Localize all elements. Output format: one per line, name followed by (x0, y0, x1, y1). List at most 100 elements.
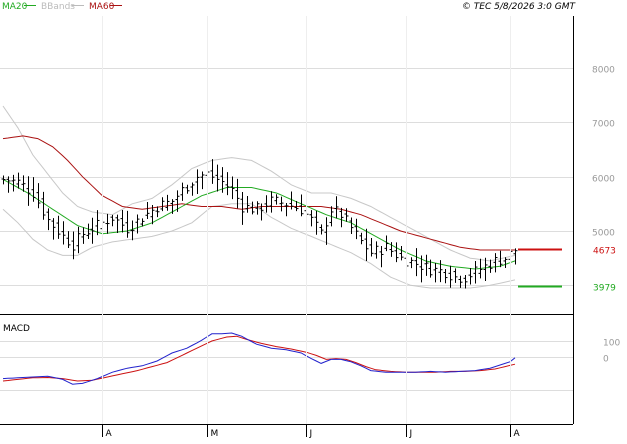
ohlc-bar (339, 207, 344, 228)
ohlc-bar (61, 221, 66, 245)
ohlc-bar (419, 255, 424, 283)
ohlc-bar (488, 259, 493, 273)
ohlc-bar (379, 245, 384, 268)
macd-axis-ticks: 100 0 (603, 339, 620, 365)
ohlc-bar (259, 203, 264, 221)
price-grid (0, 68, 573, 286)
ohlc-bar (498, 250, 503, 268)
ohlc-bar (21, 175, 26, 192)
ohlc-bar (150, 205, 155, 225)
bollinger-lower-band (2, 203, 516, 289)
ohlc-bar (115, 214, 120, 233)
price-tick-label: 8000 (592, 66, 615, 76)
ohlc-bar (279, 196, 284, 212)
ohlc-bar (16, 172, 21, 189)
ohlc-bar (314, 210, 319, 235)
ohlc-bar (424, 254, 429, 276)
ohlc-bar (294, 201, 299, 212)
ohlc-bar (31, 177, 36, 202)
ohlc-bar (66, 231, 71, 249)
ohlc-bar (11, 174, 16, 192)
ohlc-bar (90, 217, 95, 244)
ohlc-bar (503, 257, 508, 269)
ohlc-bar (185, 184, 190, 194)
ohlc-bar (46, 208, 51, 231)
ohlc-bar (165, 194, 170, 211)
x-tick-label: J (309, 429, 313, 439)
x-tick-label: A (106, 429, 113, 439)
x-tick-label: J (409, 429, 413, 439)
level-label-lower: 3979 (593, 284, 616, 294)
ohlc-bar (215, 164, 220, 192)
ohlc-bar (389, 242, 394, 257)
price-axis-ticks: 8000 7000 6000 5000 (592, 66, 615, 239)
ohlc-bar (190, 182, 195, 196)
level-label-ma60: 4673 (593, 247, 616, 257)
ohlc-bar (170, 199, 175, 214)
macd-tick-label: 0 (603, 355, 609, 365)
ohlc-bar (175, 190, 180, 212)
x-tick-label: A (514, 429, 521, 439)
ohlc-bar (1, 175, 6, 185)
ohlc-bar (473, 261, 478, 284)
ohlc-bar (245, 196, 250, 213)
macd-panel: MACD 100 0 (0, 324, 620, 391)
ohlc-bar (230, 176, 235, 200)
ohlc-bar (364, 228, 369, 261)
ohlc-bar (135, 214, 140, 234)
ohlc-bar (6, 176, 11, 193)
ohlc-bar (235, 178, 240, 209)
ohlc-bar (299, 194, 304, 217)
legend-bbands-label: BBands (41, 2, 75, 12)
ohlc-bar (513, 248, 518, 265)
ohlc-bar (240, 192, 245, 225)
ohlc-bar (155, 206, 160, 218)
ohlc-bar (369, 237, 374, 257)
ohlc-bar (468, 267, 473, 285)
ohlc-bar (210, 159, 215, 184)
ohlc-bar (409, 257, 414, 269)
ohlc-bar (458, 275, 463, 288)
level-lines: 4673 3979 (518, 247, 616, 294)
ohlc-bar (120, 210, 125, 233)
ohlc-bar (329, 206, 334, 227)
ohlc-bar (145, 202, 150, 220)
ohlc-bar (284, 203, 289, 217)
ohlc-bar (344, 208, 349, 222)
ohlc-bar (41, 191, 46, 220)
ohlc-bar (319, 224, 324, 235)
ohlc-bar (110, 214, 115, 227)
ohlc-bar (374, 241, 379, 259)
ohlc-bar (250, 201, 255, 215)
ohlc-bar (140, 218, 145, 227)
macd-line (2, 332, 516, 385)
ohlc-bar (220, 167, 225, 193)
macd-tick-label: 100 (603, 339, 620, 349)
ohlc-bar (180, 182, 185, 201)
ohlc-bar (130, 220, 135, 241)
ohlc-bar (36, 183, 41, 209)
ohlc-bar (438, 260, 443, 283)
ohlc-bar (448, 265, 453, 288)
ma60-line (2, 135, 515, 251)
ohlc-bar (334, 196, 339, 219)
ohlc-bar (71, 231, 76, 260)
ohlc-bar (264, 195, 269, 213)
ohlc-bar (200, 171, 205, 190)
ohlc-bar (160, 197, 165, 212)
ohlc-bar (493, 253, 498, 273)
ohlc-bar (399, 245, 404, 261)
ohlc-bar (443, 269, 448, 284)
ohlc-bar (324, 217, 329, 245)
legend-ma20-label: MA20 (2, 2, 28, 12)
macd-grid (0, 341, 573, 391)
ohlc-bar (125, 210, 130, 238)
macd-panel-title: MACD (3, 324, 30, 334)
ohlc-bar (274, 194, 279, 205)
ohlc-bar (76, 226, 81, 254)
chart-header: MA20 BBands MA60 © TEC 5/8/2026 3:0 GMT (2, 2, 576, 12)
